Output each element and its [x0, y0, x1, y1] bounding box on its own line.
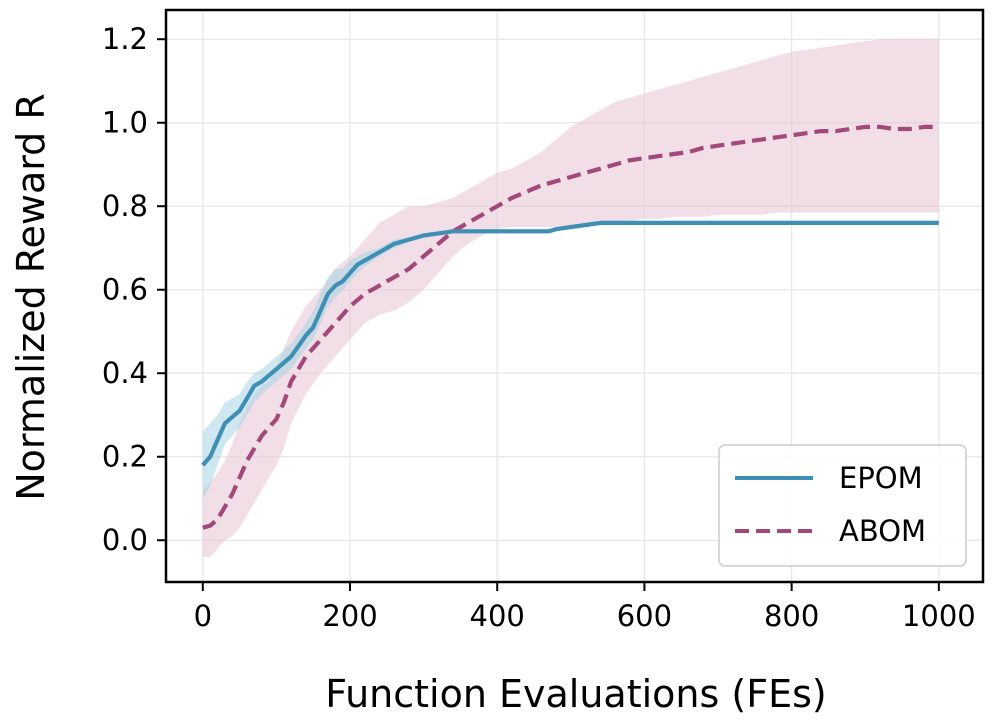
x-tick-label: 400	[470, 599, 525, 633]
confidence-bands	[202, 39, 939, 557]
x-tick-label: 1000	[902, 599, 976, 633]
x-tick-label: 200	[322, 599, 377, 633]
y-tick-label: 0.4	[102, 356, 148, 390]
series-lines	[201, 124, 939, 530]
y-tick-label: 0.8	[102, 189, 148, 223]
line-abom	[202, 124, 939, 530]
axis-ticks: 0 200 400 600 800 1000 0.0 0.2 0.4 0.6 0.8 1.0 1.2	[102, 22, 976, 633]
y-tick-label: 1.0	[102, 106, 148, 140]
y-tick-label: 1.2	[102, 22, 148, 56]
line-epom	[201, 220, 939, 467]
x-axis-label: Function Evaluations (FEs)	[325, 672, 826, 716]
x-tick-label: 600	[617, 599, 672, 633]
y-tick-label: 0.6	[102, 273, 148, 307]
plot-frame	[164, 8, 985, 584]
y-axis-label: Normalized Reward R	[9, 93, 53, 501]
legend: EPOM ABOM	[718, 444, 967, 567]
x-tick-label: 800	[764, 599, 819, 633]
legend-label-epom: EPOM	[839, 461, 923, 495]
y-tick-label: 0.0	[102, 523, 148, 557]
band-abom	[202, 39, 939, 557]
legend-box	[718, 444, 967, 567]
legend-label-abom: ABOM	[839, 514, 926, 548]
x-tick-label: 0	[194, 599, 212, 633]
y-tick-label: 0.2	[102, 440, 148, 474]
grid	[166, 10, 983, 582]
